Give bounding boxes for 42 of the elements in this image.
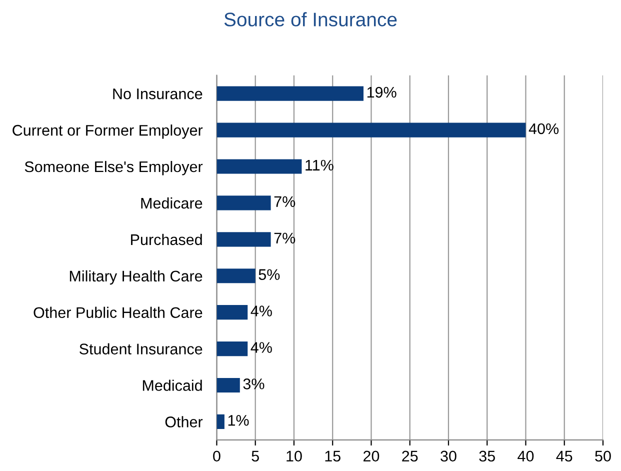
y-tick-label: Medicaid: [142, 380, 202, 391]
y-tick-label: Someone Else's Employer: [24, 160, 203, 176]
y-tick-label: Other: [165, 416, 203, 428]
x-tick-label: 0: [213, 450, 220, 462]
data-label: 5%: [258, 269, 280, 280]
x-tick-label: 5: [252, 450, 259, 462]
data-label: 40%: [528, 123, 559, 134]
x-tick-label: 10: [286, 450, 302, 462]
y-tick-label: Military Health Care: [70, 270, 202, 285]
x-tick-label: 25: [402, 450, 418, 462]
x-tick-label: 30: [440, 450, 456, 462]
x-tick-label: 20: [364, 450, 380, 462]
bar: [216, 122, 526, 138]
bar: [216, 86, 364, 101]
y-tick-label: Purchased: [131, 234, 202, 246]
y-tick-label: Medicare: [141, 197, 202, 209]
bar: [216, 159, 302, 174]
bar: [216, 232, 271, 247]
bar: [216, 268, 256, 284]
x-tick-label: 50: [595, 450, 611, 462]
data-label: 3%: [243, 378, 264, 390]
y-tick-label: Student Insurance: [80, 343, 202, 354]
y-tick-label: Current or Former Employer: [12, 124, 203, 139]
x-tick-label: 15: [325, 450, 340, 462]
data-label: 4%: [250, 342, 272, 353]
x-tick-label: 45: [556, 450, 572, 462]
x-tick-label: 40: [518, 450, 534, 462]
data-label: 4%: [250, 306, 272, 316]
data-label: 7%: [274, 232, 296, 244]
data-label: 19%: [367, 86, 396, 98]
chart-title: Source of Insurance: [224, 12, 397, 26]
bar: [216, 341, 248, 356]
bar: [216, 378, 240, 393]
data-label: 1%: [228, 415, 249, 426]
bar: [216, 305, 248, 320]
y-tick-label: Other Public Health Care: [34, 306, 202, 318]
x-tick-label: 35: [479, 450, 495, 462]
data-label: 7%: [274, 196, 296, 207]
bar: [216, 196, 271, 210]
bar: [216, 414, 224, 429]
y-tick-label: No Insurance: [113, 88, 202, 100]
data-label: 11%: [306, 160, 334, 171]
